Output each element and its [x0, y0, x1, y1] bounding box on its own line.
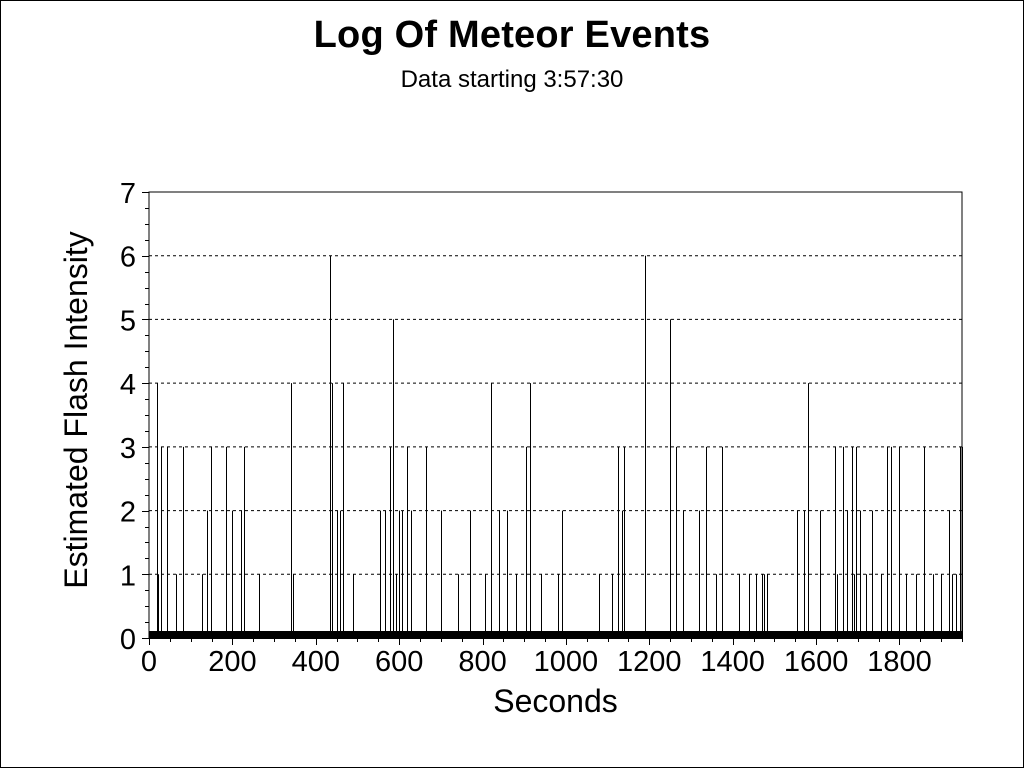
x-tick-label-1000: 1000: [534, 646, 599, 678]
chart-title: Log Of Meteor Events: [313, 14, 711, 56]
x-tick-label-600: 600: [375, 646, 423, 678]
y-tick-label-3: 3: [120, 433, 136, 465]
x-tick-label-1600: 1600: [784, 646, 849, 678]
y-tick-label-6: 6: [120, 242, 136, 274]
x-tick-label-400: 400: [292, 646, 340, 678]
y-tick-label-1: 1: [120, 560, 136, 592]
baseline-band: [149, 631, 962, 639]
x-tick-label-200: 200: [208, 646, 256, 678]
chart-subtitle: Data starting 3:57:30: [400, 66, 624, 93]
y-tick-label-0: 0: [120, 624, 136, 656]
y-axis-label: Estimated Flash Intensity: [58, 231, 94, 588]
x-axis-label: Seconds: [493, 683, 618, 719]
x-tick-label-1800: 1800: [867, 646, 932, 678]
x-tick-label-800: 800: [458, 646, 506, 678]
y-tick-label-5: 5: [120, 305, 136, 337]
x-tick-label-1200: 1200: [617, 646, 682, 678]
y-tick-label-7: 7: [120, 178, 136, 210]
x-tick-label-1400: 1400: [700, 646, 765, 678]
y-tick-label-4: 4: [120, 369, 136, 401]
y-tick-label-2: 2: [120, 497, 136, 529]
x-tick-label-0: 0: [141, 646, 157, 678]
plot-area: [149, 192, 962, 638]
